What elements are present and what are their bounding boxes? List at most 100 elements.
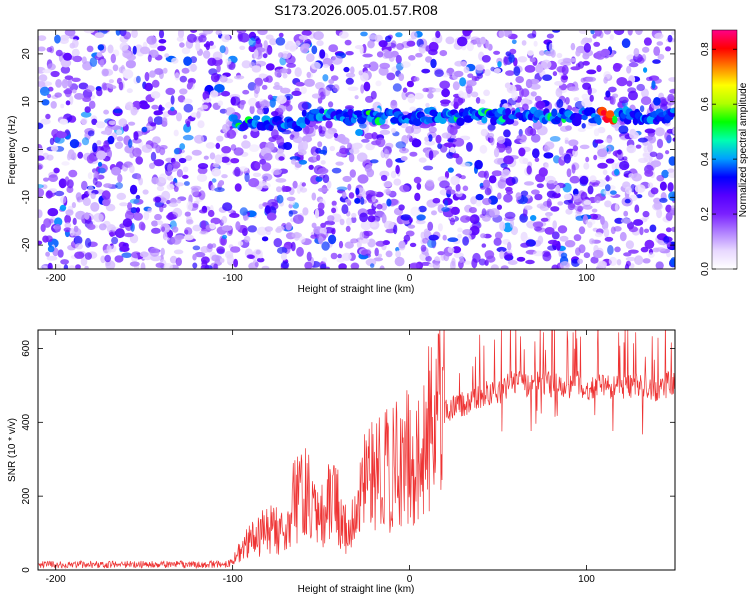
x-tick-label: -200 (46, 574, 66, 585)
heatmap-cell (350, 262, 360, 269)
heatmap-cell (365, 142, 375, 151)
heatmap-cell (452, 153, 460, 159)
heatmap-cell (465, 216, 476, 221)
heatmap-cell (298, 159, 308, 165)
heatmap-cell (587, 221, 593, 228)
heatmap-cell (319, 226, 327, 236)
heatmap-cell (125, 101, 134, 111)
heatmap-cell (254, 77, 263, 86)
heatmap-cell (200, 220, 207, 230)
heatmap-cell (470, 196, 478, 205)
heatmap-cell (185, 155, 193, 161)
heatmap-cell (596, 260, 608, 269)
heatmap-cell (594, 30, 602, 37)
heatmap-cell (423, 228, 431, 237)
heatmap-cell (167, 212, 174, 221)
heatmap-cell (455, 183, 461, 193)
heatmap-cell (354, 45, 364, 50)
heatmap-cell (248, 37, 256, 47)
heatmap-cell (301, 30, 312, 36)
heatmap-cell (455, 155, 463, 165)
heatmap-cell (349, 169, 356, 178)
heatmap-cell (108, 79, 114, 84)
heatmap-cell (219, 45, 226, 54)
heatmap-cell (336, 258, 345, 263)
heatmap-cell (395, 141, 407, 149)
snr-y-axis-label: SNR (10 * v/v) (7, 418, 18, 482)
heatmap-cell (216, 246, 226, 254)
heatmap-cell (385, 250, 393, 258)
heatmap-cell (413, 176, 422, 184)
heatmap-cell (413, 76, 420, 82)
heatmap-cell (556, 52, 563, 59)
heatmap-cell (54, 34, 61, 44)
spectrogram-x-ticks: -200 -100 0 100 (46, 30, 595, 284)
ridge-cell (412, 117, 422, 127)
heatmap-cell (641, 88, 649, 98)
heatmap-cell (409, 151, 418, 157)
heatmap-cell (616, 259, 622, 266)
ridge-cell (600, 109, 607, 116)
x-tick-label: 0 (407, 574, 413, 585)
heatmap-cell (184, 229, 189, 235)
heatmap-cell (375, 80, 382, 87)
heatmap-cell (406, 80, 414, 88)
heatmap-cell (532, 148, 540, 159)
heatmap-cell (622, 156, 628, 161)
heatmap-cell (247, 225, 257, 233)
heatmap-cell (49, 45, 55, 54)
heatmap-cell (338, 263, 347, 269)
heatmap-cell (308, 164, 314, 170)
heatmap-cell (593, 128, 600, 137)
heatmap-cell (605, 158, 615, 164)
ridge-cell (581, 114, 588, 121)
heatmap-cell (564, 240, 576, 248)
heatmap-cell (219, 75, 228, 83)
heatmap-cell (389, 198, 399, 206)
heatmap-cell (249, 105, 255, 115)
heatmap-cell (65, 209, 74, 216)
heatmap-cell (347, 183, 352, 191)
heatmap-cell (57, 249, 64, 258)
heatmap-cell (656, 138, 664, 149)
heatmap-cell (367, 215, 376, 223)
heatmap-cell (523, 181, 535, 186)
heatmap-cell (493, 237, 502, 246)
heatmap-cell (367, 40, 375, 49)
heatmap-cell (63, 264, 69, 269)
heatmap-cell (286, 196, 296, 202)
heatmap-cell (84, 252, 92, 260)
heatmap-cell (50, 70, 60, 78)
heatmap-cell (71, 38, 79, 48)
heatmap-cell (241, 60, 251, 69)
heatmap-cell (419, 124, 431, 129)
heatmap-cell (513, 66, 521, 77)
heatmap-cell (604, 236, 614, 242)
heatmap-cell (267, 199, 279, 207)
heatmap-cell (207, 209, 215, 218)
heatmap-cell (479, 144, 488, 154)
heatmap-cell (89, 57, 98, 67)
heatmap-cell (322, 257, 328, 263)
heatmap-cell (413, 92, 424, 100)
heatmap-cell (75, 243, 83, 250)
heatmap-cell (345, 198, 351, 204)
heatmap-cell (92, 142, 98, 153)
heatmap-cell (341, 252, 352, 261)
x-tick-label: -200 (46, 273, 66, 284)
heatmap-cell (431, 88, 442, 93)
heatmap-cell (626, 144, 637, 154)
heatmap-cell (281, 185, 286, 193)
heatmap-cell (332, 84, 340, 92)
ridge-cell (431, 110, 439, 117)
heatmap-cell (583, 162, 590, 170)
heatmap-cell (535, 100, 546, 109)
heatmap-cell (149, 247, 160, 257)
heatmap-cell (487, 124, 496, 131)
heatmap-cell (147, 207, 152, 213)
heatmap-cell (38, 122, 44, 130)
heatmap-cell (172, 226, 179, 233)
heatmap-cell (607, 245, 614, 255)
heatmap-cell (327, 215, 335, 222)
heatmap-cell (656, 174, 665, 182)
